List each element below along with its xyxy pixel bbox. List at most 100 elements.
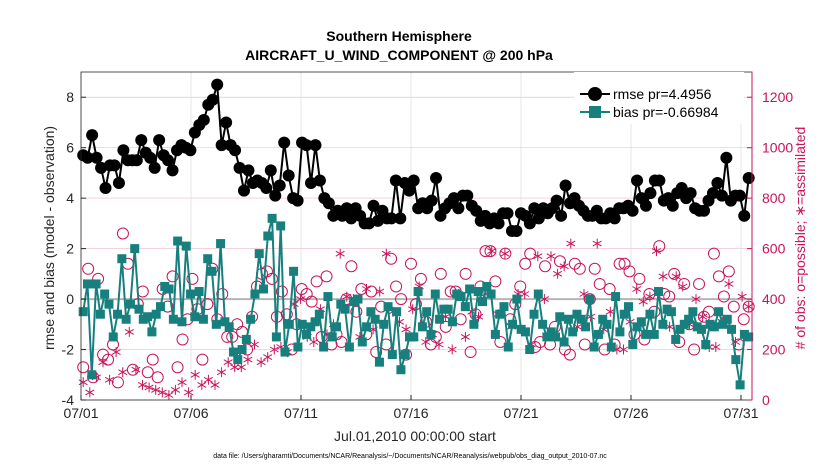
assimilated-obs-point [500, 248, 510, 259]
assimilated-obs-point [263, 352, 273, 363]
bias-point [246, 314, 256, 324]
bias-point [271, 332, 281, 342]
rmse-point [385, 212, 398, 225]
bias-point [323, 292, 333, 302]
possible-obs-point [434, 267, 447, 280]
bias-point [267, 213, 277, 223]
x-axis-ticks: 07/01 07/06 07/11 07/16 07/21 07/26 07/31 [63, 395, 759, 421]
bias-point [387, 350, 397, 360]
bias-point [538, 319, 548, 329]
rmse-point [260, 182, 273, 195]
possible-obs-point [459, 267, 472, 280]
bias-point [203, 254, 213, 264]
assimilated-obs-point [638, 296, 648, 307]
bias-point [392, 307, 402, 317]
rmse-point [237, 184, 250, 197]
assimilated-obs-point [632, 284, 642, 294]
bias-point [374, 357, 384, 367]
rmse-point [501, 207, 514, 220]
rmse-point [523, 217, 536, 230]
assimilated-obs-point [487, 246, 497, 257]
assimilated-obs-point [164, 390, 174, 400]
bias-point [602, 319, 612, 329]
y2-tick-label: 800 [762, 190, 786, 206]
assimilated-obs-point [335, 248, 345, 259]
data-file-footnote: data file: /Users/gharamti/Documents/NCA… [213, 453, 607, 460]
assimilated-obs-point [309, 337, 319, 347]
y-tick-label: 0 [66, 291, 74, 307]
legend-rmse-marker [588, 87, 602, 101]
legend-bias-marker [589, 106, 601, 118]
possible-obs-point [310, 275, 323, 288]
rmse-point [90, 151, 103, 164]
bias-point [645, 309, 655, 319]
assimilated-obs-point [460, 331, 470, 342]
possible-obs-point [111, 376, 124, 389]
rmse-point [394, 212, 407, 225]
possible-obs-point [643, 288, 656, 301]
bias-point [598, 314, 608, 324]
rmse-point [117, 144, 130, 157]
assimilated-obs-point [223, 357, 233, 368]
possible-obs-point [742, 300, 755, 313]
bias-point [224, 322, 234, 332]
bias-point [336, 299, 346, 309]
bias-point [628, 339, 638, 349]
assimilated-obs-point [658, 271, 668, 282]
bias-point [744, 332, 754, 342]
x-tick-label: 07/31 [723, 405, 758, 421]
bias-point [722, 314, 732, 324]
assimilated-obs-point [375, 286, 385, 297]
bias-point [353, 294, 363, 304]
possible-obs-point [653, 240, 666, 253]
bias-point [641, 329, 651, 339]
rmse-point [99, 182, 112, 195]
rmse-point [148, 161, 161, 174]
possible-obs-point [603, 282, 616, 295]
assimilated-obs-point [118, 367, 128, 378]
rmse-point [675, 182, 688, 195]
bias-point [91, 279, 101, 289]
possible-obs-point [613, 257, 626, 270]
assimilated-obs-point [216, 367, 227, 378]
bias-point [379, 319, 389, 329]
rmse-point [112, 177, 125, 190]
possible-obs-point [717, 290, 730, 303]
rmse-point [86, 129, 99, 142]
legend-bias-label: bias pr=-0.66984 [613, 104, 719, 120]
bias-point [735, 380, 745, 390]
bias-point [503, 342, 513, 352]
y2-tick-label: 0 [762, 392, 770, 408]
bias-point [529, 309, 539, 319]
assimilated-obs-point [618, 344, 629, 355]
assimilated-obs-point [553, 268, 563, 279]
possible-obs-point [176, 333, 189, 346]
bias-point [254, 249, 264, 259]
bias-point [675, 324, 685, 334]
bias-point [173, 236, 183, 246]
bias-point [593, 329, 603, 339]
bias-point [319, 342, 329, 352]
bias-point [168, 314, 178, 324]
bias-point [413, 287, 423, 297]
possible-obs-point [707, 247, 720, 260]
bias-point [589, 342, 599, 352]
assimilated-obs-point [256, 357, 266, 368]
assimilated-obs-point [711, 342, 721, 352]
rmse-point [153, 134, 166, 147]
bias-point [327, 332, 337, 342]
assimilated-obs-point [645, 291, 655, 302]
bias-point [370, 314, 380, 324]
bias-point [460, 302, 470, 312]
rmse-point [162, 154, 175, 167]
possible-obs-point [593, 277, 606, 290]
bias-point [314, 309, 324, 319]
y-tick-label: 2 [66, 241, 74, 257]
bias-point [186, 289, 196, 299]
assimilated-obs-point [559, 261, 569, 272]
x-tick-label: 07/06 [173, 405, 208, 421]
bias-point [688, 307, 698, 317]
rmse-point [322, 197, 335, 210]
bias-point [289, 266, 299, 276]
possible-obs-point [494, 335, 507, 348]
